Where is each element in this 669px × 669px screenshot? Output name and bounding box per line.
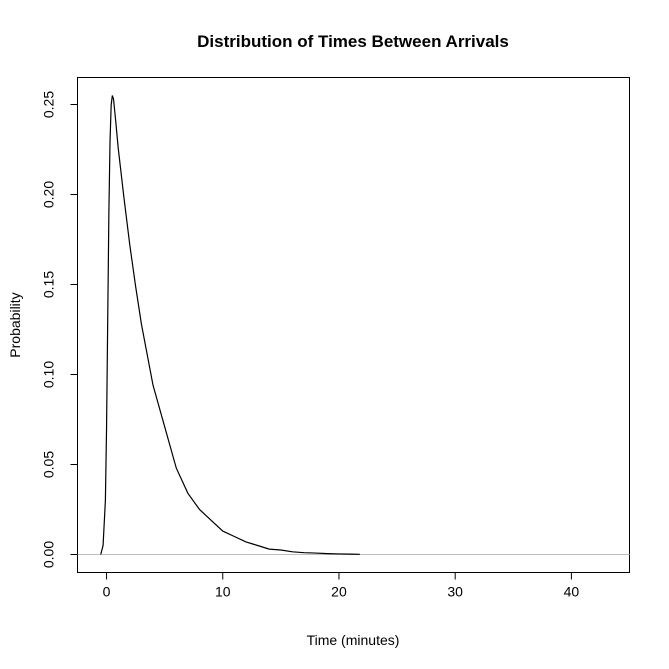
x-tick-label: 30	[447, 584, 463, 600]
x-axis-label: Time (minutes)	[307, 632, 400, 648]
y-tick-label: 0.15	[41, 271, 57, 298]
plot-area-frame	[77, 77, 630, 573]
x-tick-label: 20	[331, 584, 347, 600]
y-tick-label: 0.25	[41, 91, 57, 118]
y-tick-label: 0.10	[41, 361, 57, 388]
series-line-0	[100, 95, 360, 555]
y-tick-label: 0.05	[41, 451, 57, 478]
y-tick-label: 0.20	[41, 181, 57, 208]
y-axis: 0.00 0.05 0.10 0.15 0.20 0.25	[41, 91, 78, 568]
y-tick-label: 0.00	[41, 541, 57, 568]
x-axis: 0 10 20 30 40	[103, 572, 580, 600]
series-layer	[100, 95, 360, 555]
y-axis-label: Probability	[7, 292, 23, 357]
x-tick-label: 10	[215, 584, 231, 600]
x-tick-label: 0	[103, 584, 111, 600]
chart-title: Distribution of Times Between Arrivals	[197, 32, 509, 51]
x-tick-label: 40	[564, 584, 580, 600]
